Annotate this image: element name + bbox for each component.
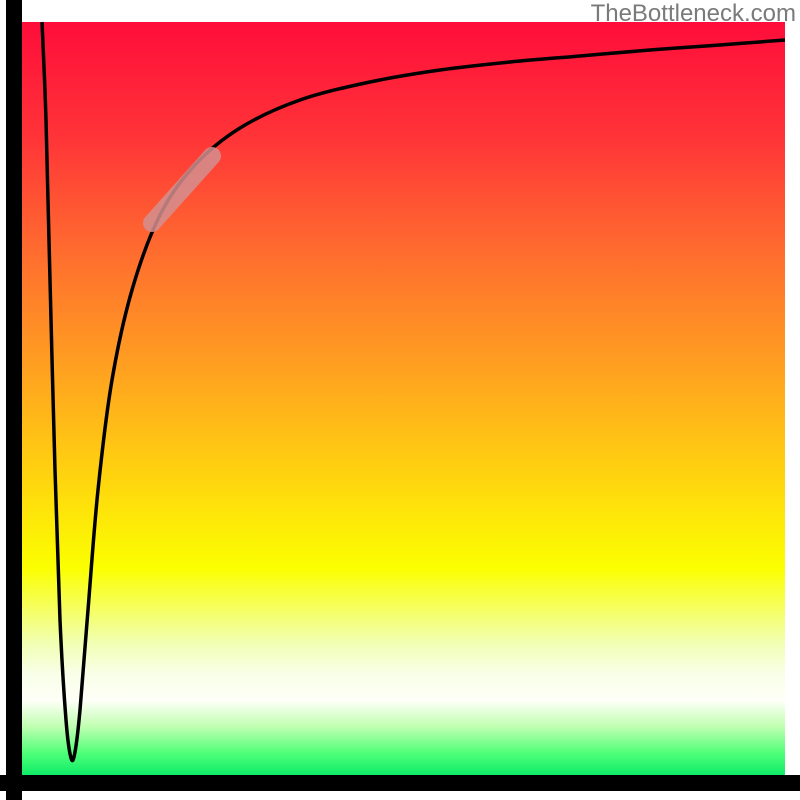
chart-svg bbox=[0, 0, 800, 800]
chart-root: TheBottleneck.com bbox=[0, 0, 800, 800]
plot-background bbox=[22, 22, 785, 780]
